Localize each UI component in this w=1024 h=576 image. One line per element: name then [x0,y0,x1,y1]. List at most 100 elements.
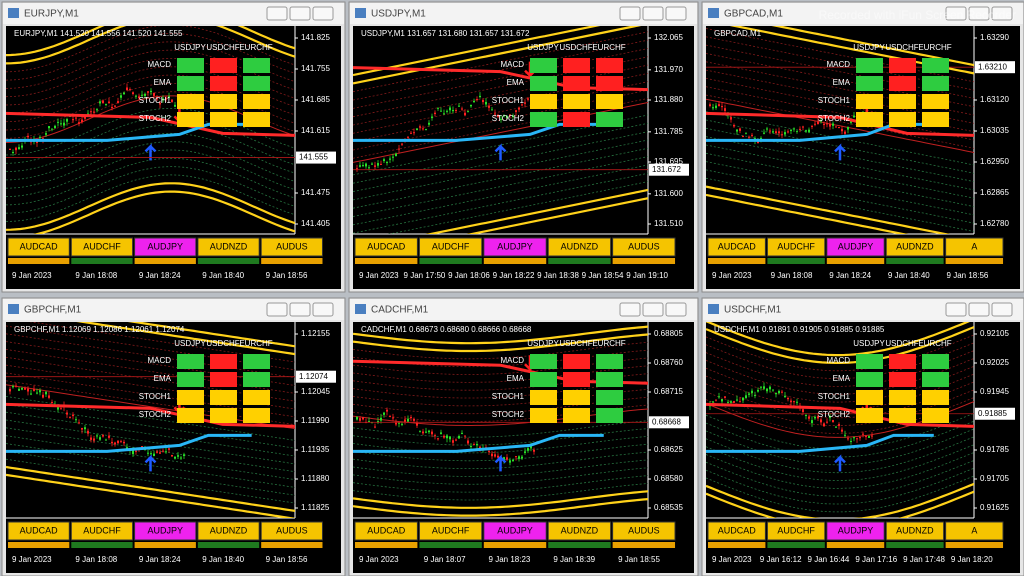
symbol-button[interactable] [945,237,1004,257]
symbol-button[interactable] [766,521,826,541]
close-button[interactable] [312,302,334,317]
symbol-button[interactable] [197,521,260,541]
symbol-button[interactable] [354,237,418,257]
symbol-button[interactable] [612,521,676,541]
date-label: 9 Jan 18:06 [448,271,490,280]
minimize-button[interactable] [945,302,967,317]
symbol-button[interactable] [885,237,945,257]
symbol-button[interactable] [547,237,612,257]
restore-button[interactable] [968,6,990,21]
signal-cell [889,354,916,369]
price-tick-label: 131.785 [654,127,683,136]
symbol-button[interactable] [7,521,70,541]
candle-body [428,122,430,125]
candle-body [123,92,125,95]
candle-body [368,167,370,169]
symbol-button[interactable] [70,521,134,541]
symbol-button[interactable] [945,521,1004,541]
candle-body [736,129,738,132]
symbol-button[interactable] [826,237,885,257]
candle-body [39,390,41,393]
symbol-button[interactable] [197,237,260,257]
symbol-button[interactable] [707,237,766,257]
symbol-button[interactable] [418,237,483,257]
signal-column: USDCHF [885,43,918,52]
envelope-line [706,326,974,364]
minimize-button[interactable] [266,6,288,21]
candle-body [18,388,20,391]
symbol-button[interactable] [418,521,483,541]
close-button[interactable] [991,302,1013,317]
envelope-line [353,26,642,85]
symbol-button-label: AUDCAD [20,525,59,535]
envelope-line [706,482,974,518]
signal-row-label: MACD [826,60,850,69]
close-button[interactable] [665,302,687,317]
symbol-button[interactable] [70,237,134,257]
symbol-button[interactable] [134,237,197,257]
symbol-button[interactable] [707,521,766,541]
symbol-button[interactable] [354,521,418,541]
band-line [6,419,295,465]
restore-button[interactable] [289,6,311,21]
price-tick-label: 1.11990 [301,416,330,425]
restore-button[interactable] [642,302,664,317]
signal-cell [922,390,949,405]
signal-column: USDCHF [206,339,239,348]
minimize-button[interactable] [619,6,641,21]
candle-body [443,113,445,115]
symbol-button[interactable] [260,237,323,257]
symbol-button[interactable] [7,237,70,257]
plot [6,26,295,234]
band-line [6,325,295,371]
candle-body [524,102,526,104]
symbol-button[interactable] [134,521,197,541]
candle-body [841,128,843,132]
symbol-button[interactable] [766,237,826,257]
restore-button[interactable] [968,302,990,317]
close-button[interactable] [665,6,687,21]
candle-body [69,417,71,419]
candle-body [751,134,753,136]
symbol-button[interactable] [612,237,676,257]
band-line [353,428,648,446]
candle-body [434,435,436,437]
symbol-button[interactable] [826,521,885,541]
signal-cell [563,408,590,423]
candle-body [93,111,95,113]
candle-body [407,418,409,422]
close-button[interactable] [991,6,1013,21]
candle-body [117,440,119,444]
candle-body [766,388,768,392]
title-bar [3,3,344,24]
symbol-button[interactable] [885,521,945,541]
minimize-button[interactable] [619,302,641,317]
signal-cell [922,58,949,73]
symbol-button[interactable] [483,521,547,541]
candle-body [784,132,786,135]
signal-cell [530,408,557,423]
candle-body [428,430,430,433]
candle-body [24,388,26,390]
restore-button[interactable] [642,6,664,21]
candle-body [422,128,424,130]
candle-body [51,128,53,130]
signal-row-label: MACD [147,356,171,365]
restore-button[interactable] [289,302,311,317]
candle-body [769,130,771,132]
symbol-button[interactable] [260,521,323,541]
signal-cell [596,408,623,423]
symbol-button[interactable] [547,521,612,541]
minimize-button[interactable] [945,6,967,21]
candle-body [479,95,481,98]
candle-body [171,99,173,102]
price-tick-label: 0.91705 [980,474,1009,483]
minimize-button[interactable] [266,302,288,317]
candle-body [410,416,412,418]
candle-body [78,122,80,124]
envelope-line [706,490,974,518]
signal-column: USDJPY [853,339,885,348]
symbol-button[interactable] [483,237,547,257]
close-button[interactable] [312,6,334,21]
candle-body [446,110,448,112]
